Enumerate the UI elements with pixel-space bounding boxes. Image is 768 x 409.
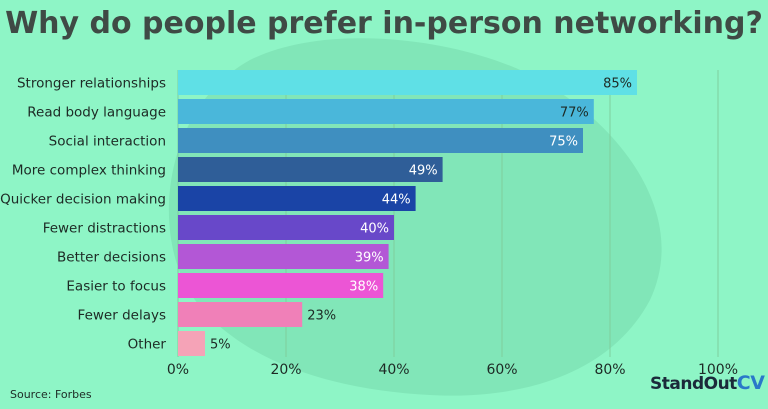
bar [178, 128, 583, 153]
brand-logo: StandOutCV [650, 372, 765, 394]
data-label: 44% [382, 193, 411, 208]
data-label: 23% [307, 309, 336, 324]
x-tick-label: 100% [698, 362, 738, 378]
data-label: 39% [355, 251, 384, 266]
x-tick-label: 80% [594, 362, 625, 378]
category-labels: Stronger relationships Read body language… [0, 76, 166, 353]
x-tick-labels: 0% 20% 40% 60% 80% 100% [167, 362, 738, 378]
category-label: Read body language [27, 105, 166, 121]
bar [178, 244, 389, 269]
bar [178, 273, 384, 298]
bar [178, 70, 637, 95]
x-tick-label: 20% [270, 362, 301, 378]
x-tick-label: 60% [486, 362, 517, 378]
x-tick-label: 40% [378, 362, 409, 378]
data-label: 85% [603, 77, 632, 92]
bar [178, 215, 394, 240]
data-label: 5% [210, 338, 231, 353]
chart-title: Why do people prefer in-person networkin… [5, 6, 763, 41]
x-tick-label: 0% [167, 362, 189, 378]
category-label: Social interaction [49, 134, 166, 150]
category-label: More complex thinking [12, 163, 166, 179]
category-label: Quicker decision making [0, 192, 166, 208]
category-label: Fewer distractions [43, 221, 166, 237]
bar-layer [178, 70, 637, 356]
value-labels: 85% 77% 75% 49% 44% 40% 39% 38% 23% 5% [210, 77, 632, 353]
category-label: Other [128, 337, 167, 353]
brand-suffix: CV [736, 372, 765, 394]
bar [178, 186, 416, 211]
category-label: Better decisions [57, 250, 166, 266]
data-label: 75% [549, 135, 578, 150]
data-label: 49% [409, 164, 438, 179]
data-label: 38% [349, 280, 378, 295]
bar [178, 331, 205, 356]
brand-name: StandOut [650, 374, 737, 394]
source-note: Source: Forbes [10, 388, 92, 401]
category-label: Fewer delays [78, 308, 166, 324]
bar [178, 99, 594, 124]
bar [178, 157, 443, 182]
data-label: 40% [360, 222, 389, 237]
category-label: Stronger relationships [17, 76, 166, 92]
category-label: Easier to focus [66, 279, 166, 295]
bar [178, 302, 303, 327]
data-label: 77% [560, 106, 589, 121]
